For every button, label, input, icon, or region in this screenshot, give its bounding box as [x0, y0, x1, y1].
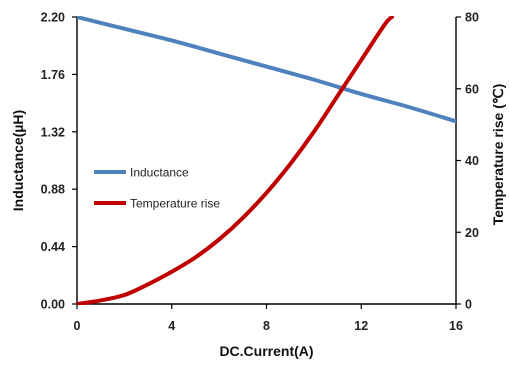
y-right-tick-label: 40 [465, 154, 479, 168]
x-axis-title: DC.Current(A) [219, 343, 313, 359]
ticks: 0 4 8 12 16 0.00 0.44 0.88 1.32 1.76 2.20 0 20 40 60 80 [41, 11, 479, 334]
series-line-inductance [77, 16, 456, 124]
series-line-temperature-rise [77, 16, 395, 305]
y-right-tick-label: 80 [465, 11, 479, 25]
x-tick-label: 12 [354, 319, 368, 333]
y-right-axis-title: Temperature rise (℃) [490, 84, 506, 226]
y-right-tick-label: 20 [465, 226, 479, 240]
y-left-tick-label: 2.20 [41, 11, 65, 25]
y-left-tick-label: 1.76 [41, 68, 65, 82]
y-left-tick-label: 1.32 [41, 125, 65, 139]
y-left-tick-label: 0.44 [41, 240, 65, 254]
y-left-tick-label: 0.00 [41, 298, 65, 312]
plot-area [76, 17, 457, 305]
x-tick-label: 4 [168, 319, 175, 333]
y-left-tick-label: 0.88 [41, 183, 65, 197]
series-group [77, 16, 456, 305]
x-tick-label: 16 [449, 319, 463, 333]
legend: Inductance Temperature rise [94, 166, 220, 211]
y-right-tick-label: 60 [465, 82, 479, 96]
y-left-axis-title: Inductance(µH) [10, 110, 26, 211]
x-tick-label: 8 [263, 319, 270, 333]
legend-label-inductance: Inductance [130, 166, 189, 180]
legend-label-temperature-rise: Temperature rise [130, 197, 220, 211]
x-tick-label: 0 [74, 319, 81, 333]
y-right-tick-label: 0 [465, 298, 472, 312]
